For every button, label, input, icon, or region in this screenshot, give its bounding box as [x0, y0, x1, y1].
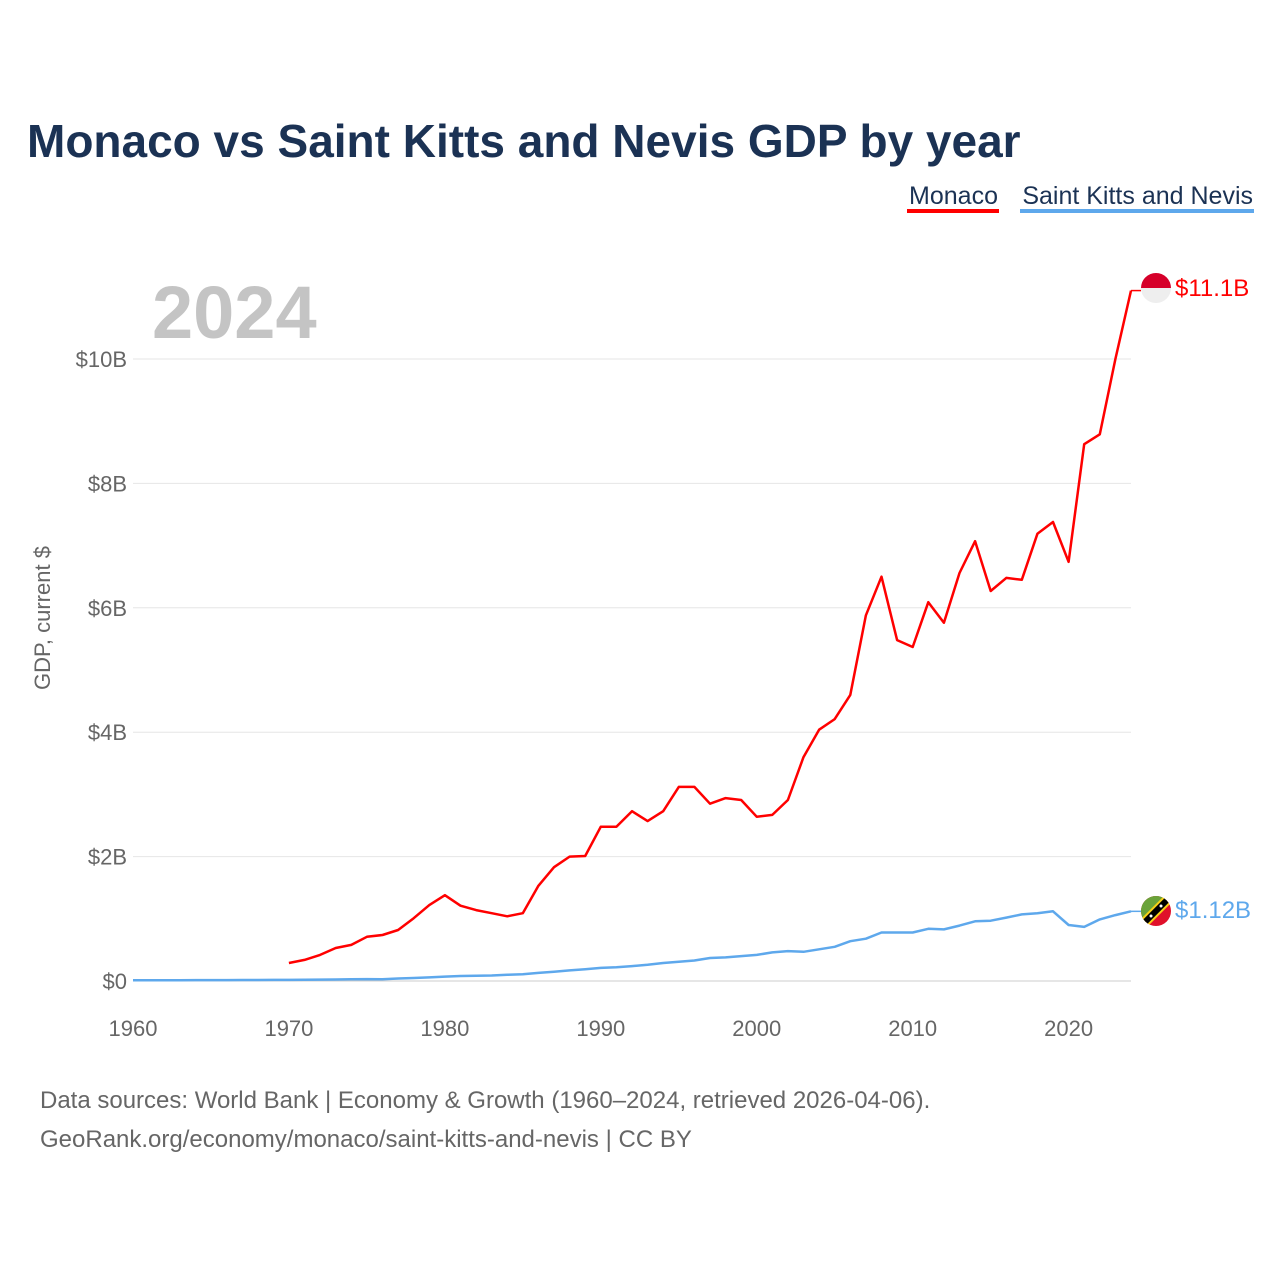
year-label: 2024 — [152, 271, 317, 354]
saint-kitts-flag-icon — [1141, 896, 1171, 926]
y-tick-label: $0 — [103, 969, 127, 994]
x-ticks: 1960 1970 1980 1990 2000 2010 2020 — [109, 1016, 1094, 1041]
y-tick-label: $4B — [88, 720, 127, 745]
skn-end-marker: $1.12B — [1141, 896, 1251, 926]
x-tick-label: 2020 — [1044, 1016, 1093, 1041]
source-line-2[interactable]: GeoRank.org/economy/monaco/saint-kitts-a… — [40, 1126, 692, 1153]
x-tick-label: 2010 — [888, 1016, 937, 1041]
series-line-saint-kitts-and-nevis — [133, 910, 1132, 982]
source-line-1: Data sources: World Bank | Economy & Gro… — [40, 1087, 930, 1114]
y-tick-label: $6B — [88, 596, 127, 621]
x-tick-label: 1960 — [109, 1016, 158, 1041]
monaco-end-label: $11.1B — [1175, 275, 1249, 302]
gridlines — [133, 358, 1131, 982]
series-lines — [133, 289, 1141, 982]
legend-skn[interactable]: Saint Kitts and Nevis — [1022, 182, 1253, 210]
y-tick-label: $2B — [88, 845, 127, 870]
monaco-flag-icon — [1141, 273, 1171, 303]
legend-skn-swatch — [1020, 209, 1254, 213]
chart-title: Monaco vs Saint Kitts and Nevis GDP by y… — [27, 115, 1021, 167]
skn-end-label: $1.12B — [1175, 897, 1251, 924]
y-tick-label: $10B — [76, 347, 127, 372]
y-tick-label: $8B — [88, 471, 127, 496]
y-axis-label: GDP, current $ — [30, 546, 55, 690]
legend-monaco-swatch — [907, 209, 999, 213]
x-tick-label: 2000 — [732, 1016, 781, 1041]
series-line-monaco — [288, 290, 1133, 965]
x-tick-label: 1990 — [576, 1016, 625, 1041]
legend-monaco[interactable]: Monaco — [909, 182, 998, 210]
x-tick-label: 1970 — [264, 1016, 313, 1041]
y-ticks: $0 $2B $4B $6B $8B $10B — [76, 347, 127, 994]
legend: Monaco Saint Kitts and Nevis — [907, 182, 1254, 213]
monaco-end-marker: $11.1B — [1141, 273, 1249, 303]
x-tick-label: 1980 — [420, 1016, 469, 1041]
